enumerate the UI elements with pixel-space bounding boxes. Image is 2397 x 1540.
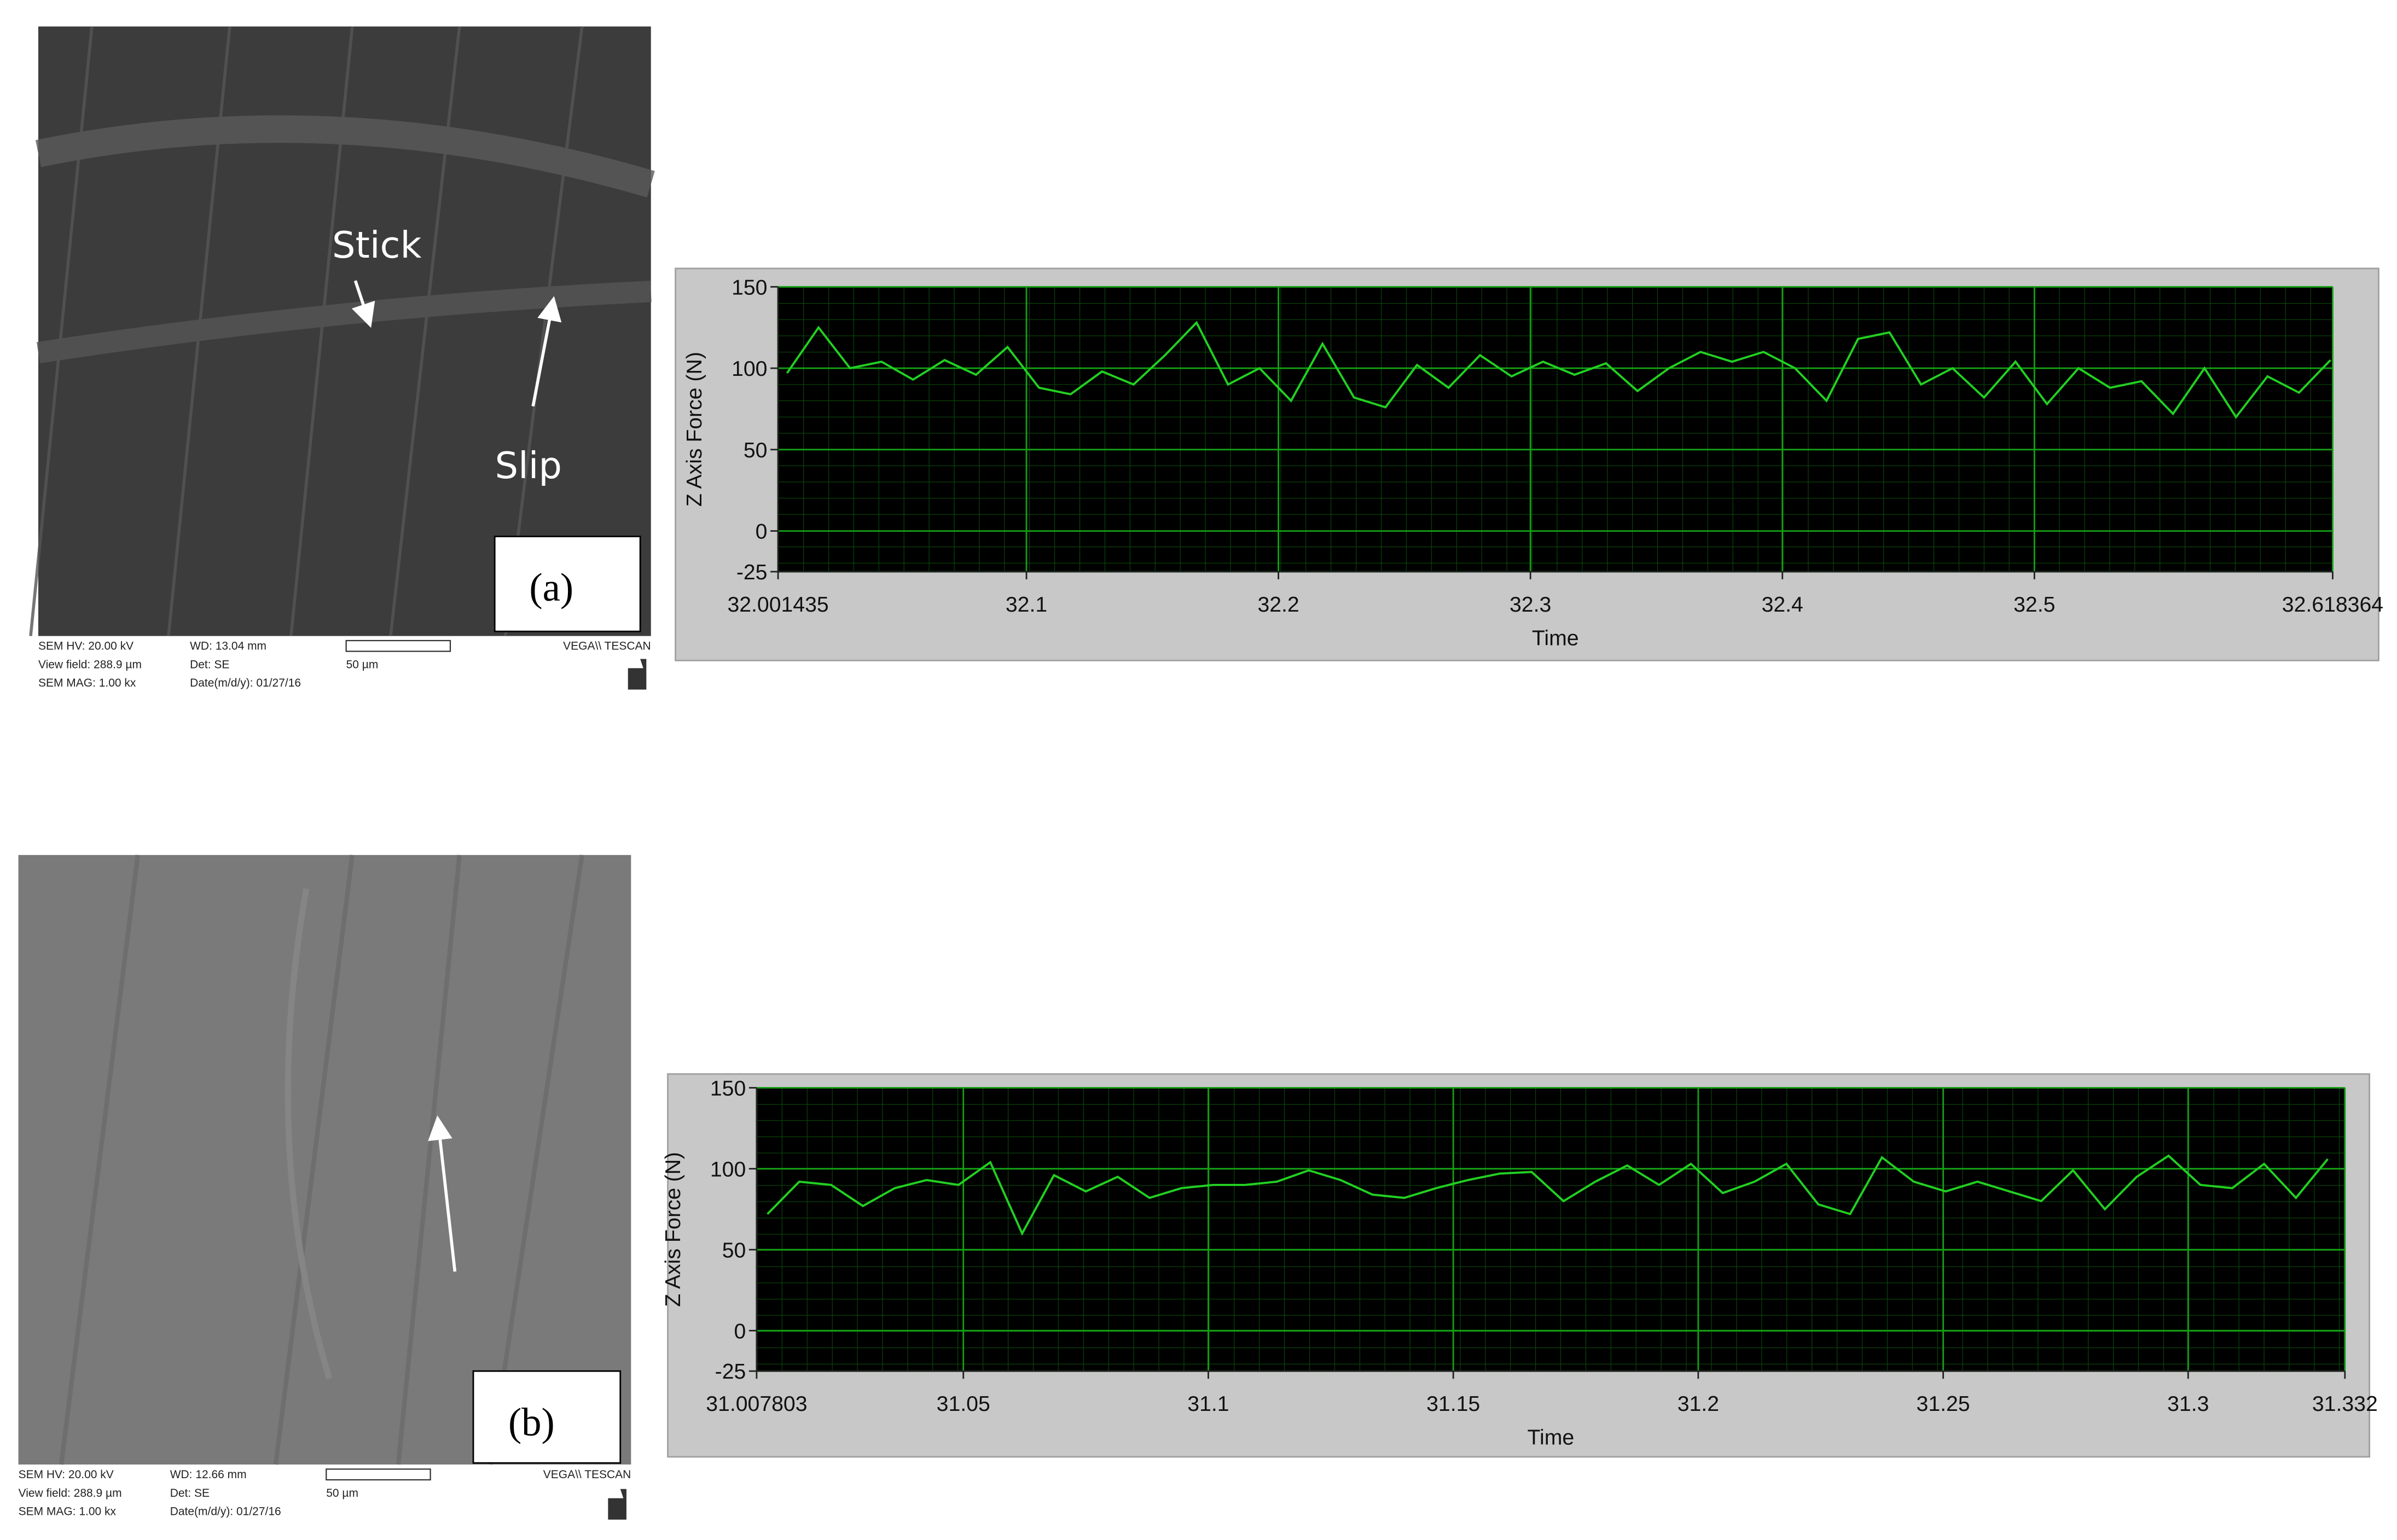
minor-grid — [778, 287, 2333, 572]
y-tick-label: 0 — [756, 520, 768, 544]
y-tick-label: 50 — [744, 439, 768, 462]
arrow — [428, 1115, 457, 1272]
x-tick-label: 32.1 — [1006, 593, 1047, 617]
label-box — [472, 1370, 622, 1464]
x-tick-label: 32.5 — [2013, 593, 2055, 617]
arrow — [351, 280, 375, 328]
logo — [608, 1489, 626, 1520]
x-axis-label: Time — [1528, 1426, 1575, 1450]
y-tick-label: -25 — [736, 561, 768, 584]
sem-info: SEM MAG: 1.00 kx — [38, 677, 136, 689]
label-box — [494, 536, 641, 632]
chart: -25 0 50 100 150 31.007803 31.05 31.1 31.15 31.2 3… — [661, 1073, 2378, 1458]
x-tick-label: 32.3 — [1510, 593, 1551, 617]
sem-info: VEGA\\ TESCAN — [563, 640, 651, 653]
chart: -25 0 50 100 150 32.001435 32.1 32.2 32.3 32.4 32.… — [675, 268, 2383, 661]
sem-info: View field: 288.9 µm — [19, 1487, 122, 1500]
y-tick-label: 150 — [710, 1077, 746, 1100]
logo — [628, 659, 647, 690]
sem-info: WD: 12.66 mm — [170, 1468, 247, 1481]
data-line — [786, 321, 2331, 419]
sem-info: Date(m/d/y): 01/27/16 — [170, 1505, 281, 1518]
sem-panel-a: Stick Slip (a) SEM HV: 20.00 kV WD: 13.0… — [29, 26, 655, 690]
y-tick-label: 100 — [710, 1158, 746, 1181]
x-tick-label: 31.25 — [1917, 1392, 1970, 1416]
panel-label: (a) — [529, 565, 573, 609]
sem-info: VEGA\\ TESCAN — [543, 1468, 631, 1481]
sem-info: View field: 288.9 µm — [38, 658, 142, 671]
x-tick-label: 32.001435 — [727, 593, 828, 617]
data-line — [767, 1154, 2329, 1236]
sem-info: SEM MAG: 1.00 kx — [19, 1505, 117, 1518]
sem-info: SEM HV: 20.00 kV — [38, 640, 134, 653]
sem-info: 50 µm — [346, 658, 379, 671]
scale-bar — [326, 1468, 431, 1481]
y-tick-label: 50 — [722, 1239, 746, 1262]
sem-info: SEM HV: 20.00 kV — [19, 1468, 114, 1481]
x-tick-label: 31.2 — [1678, 1392, 1719, 1416]
annotation: Slip — [495, 444, 562, 487]
x-tick-label: 31.1 — [1187, 1392, 1229, 1416]
charts: -25 0 50 100 150 32.001435 32.1 32.2 32.3 32.4 32.… — [661, 268, 2383, 1458]
y-tick-label: -25 — [715, 1360, 746, 1384]
x-tick-label: 31.15 — [1426, 1392, 1480, 1416]
x-tick-label: 31.3 — [2167, 1392, 2209, 1416]
y-axis-label: Z Axis Force (N) — [683, 352, 706, 507]
y-tick-label: 150 — [732, 276, 767, 299]
x-axis-label: Time — [1532, 626, 1579, 650]
minor-grid — [756, 1088, 2345, 1372]
panel-label: (b) — [508, 1400, 555, 1444]
x-tick-label: 31.05 — [937, 1392, 990, 1416]
x-tick-label: 32.2 — [1257, 593, 1299, 617]
sem-info: Det: SE — [190, 658, 229, 671]
y-tick-label: 0 — [734, 1320, 746, 1343]
sem-panel-b: (b) SEM HV: 20.00 kV WD: 12.66 mm View f… — [18, 855, 631, 1520]
sem-texture — [59, 855, 584, 1465]
x-tick-label: 31.007803 — [706, 1392, 807, 1416]
sem-info: Det: SE — [170, 1487, 210, 1500]
x-tick-label: 32.4 — [1762, 593, 1803, 617]
scale-bar — [345, 640, 451, 652]
x-tick-label: 31.332 — [2312, 1392, 2378, 1416]
x-tick-label: 32.618364 — [2282, 593, 2383, 617]
y-axis-label: Z Axis Force (N) — [661, 1152, 685, 1307]
sem-info: Date(m/d/y): 01/27/16 — [190, 677, 301, 689]
annotation: Stick — [332, 224, 422, 266]
sem-info: 50 µm — [326, 1487, 358, 1500]
arrow — [531, 296, 562, 407]
y-tick-label: 100 — [732, 357, 767, 381]
sem-info: WD: 13.04 mm — [190, 640, 266, 653]
